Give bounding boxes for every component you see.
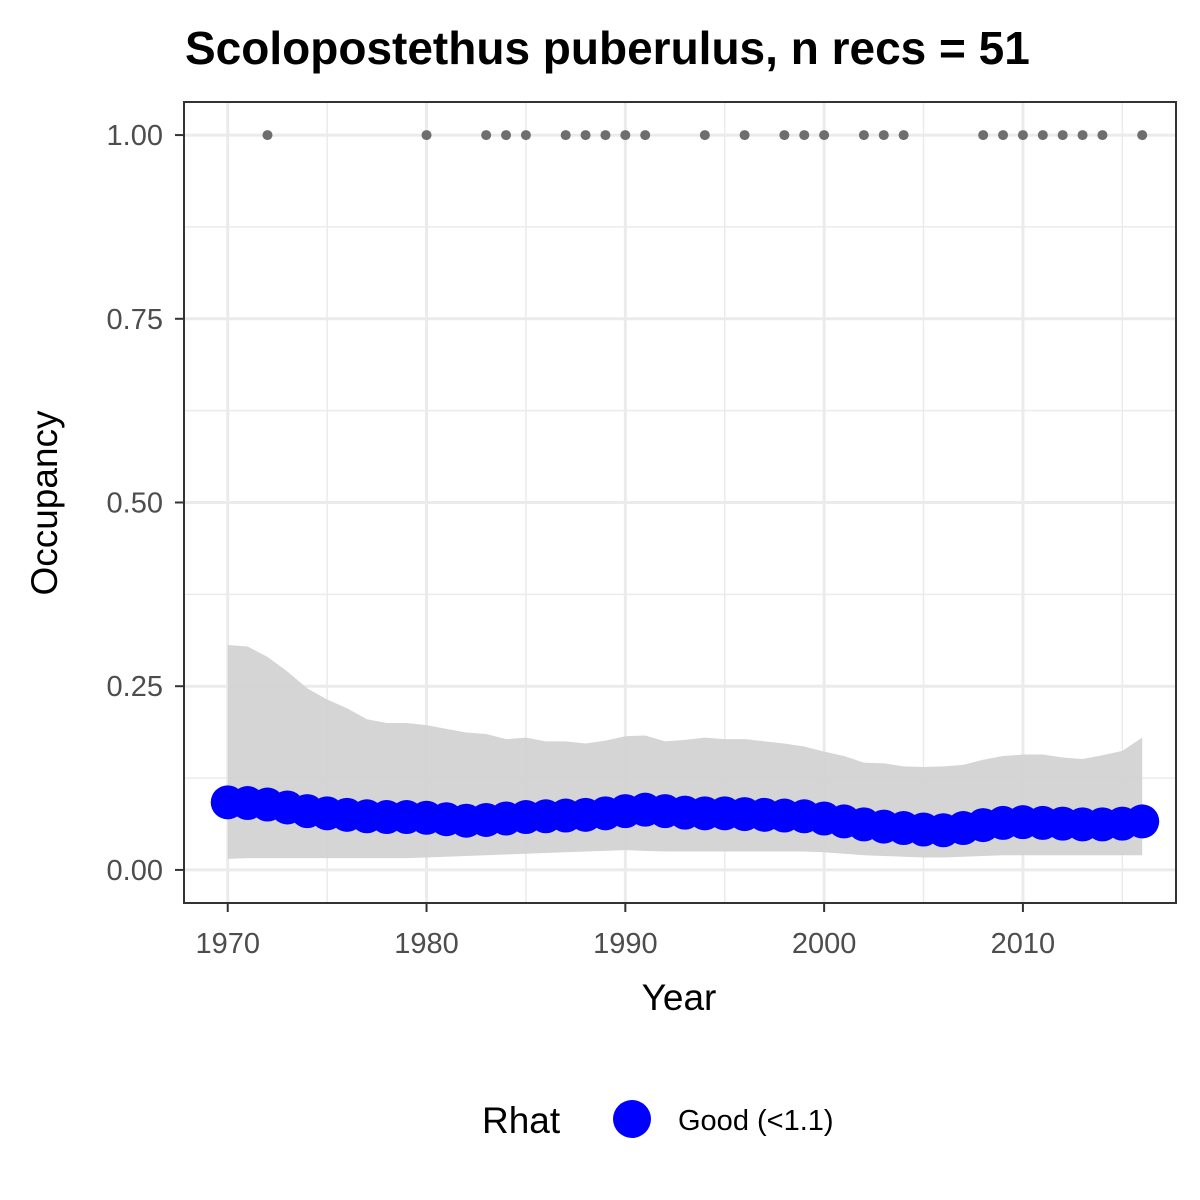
record-points-layer [262, 130, 1148, 141]
plot-panel [183, 101, 1177, 904]
record-point [481, 130, 492, 141]
record-point [1077, 130, 1088, 141]
legend-key-good [613, 1100, 651, 1138]
record-point [640, 130, 651, 141]
x-axis-title: Year [642, 977, 717, 1018]
record-point [600, 130, 611, 141]
record-point [262, 130, 273, 141]
occupancy-point [1125, 804, 1160, 839]
record-point [998, 130, 1009, 141]
legend-title: Rhat [482, 1100, 561, 1141]
record-point [858, 130, 869, 141]
y-tick-label: 1.00 [107, 120, 163, 152]
record-point [620, 130, 631, 141]
record-point [878, 130, 889, 141]
record-point [779, 130, 790, 141]
legend: Rhat Good (<1.1) [482, 1100, 834, 1141]
record-point [1057, 130, 1068, 141]
record-point [520, 130, 531, 141]
y-tick-label: 0.50 [107, 488, 163, 520]
occupancy-estimate-layer [210, 785, 1160, 848]
y-axis-title: Occupancy [24, 410, 65, 596]
x-tick-label: 1970 [195, 928, 260, 960]
legend-label-good: Good (<1.1) [678, 1105, 834, 1137]
record-point [699, 130, 710, 141]
y-tick-label: 0.25 [107, 671, 163, 703]
record-point [421, 130, 432, 141]
record-point [739, 130, 750, 141]
record-point [501, 130, 512, 141]
record-point [580, 130, 591, 141]
record-point [1137, 130, 1148, 141]
x-tick-label: 2010 [991, 928, 1056, 960]
record-point [1097, 130, 1108, 141]
record-point [1037, 130, 1048, 141]
y-tick-label: 0.75 [107, 304, 163, 336]
record-point [978, 130, 989, 141]
record-point [819, 130, 830, 141]
chart-title: Scolopostethus puberulus, n recs = 51 [185, 22, 1030, 74]
record-point [898, 130, 909, 141]
x-axis: 1970 1980 1990 2000 2010 [195, 903, 1055, 960]
record-point [560, 130, 571, 141]
record-point [799, 130, 810, 141]
y-tick-label: 0.00 [107, 855, 163, 887]
x-tick-label: 2000 [792, 928, 857, 960]
x-tick-label: 1990 [593, 928, 658, 960]
x-tick-label: 1980 [394, 928, 459, 960]
y-axis: 0.00 0.25 0.50 0.75 1.00 [107, 120, 184, 887]
record-point [1017, 130, 1028, 141]
